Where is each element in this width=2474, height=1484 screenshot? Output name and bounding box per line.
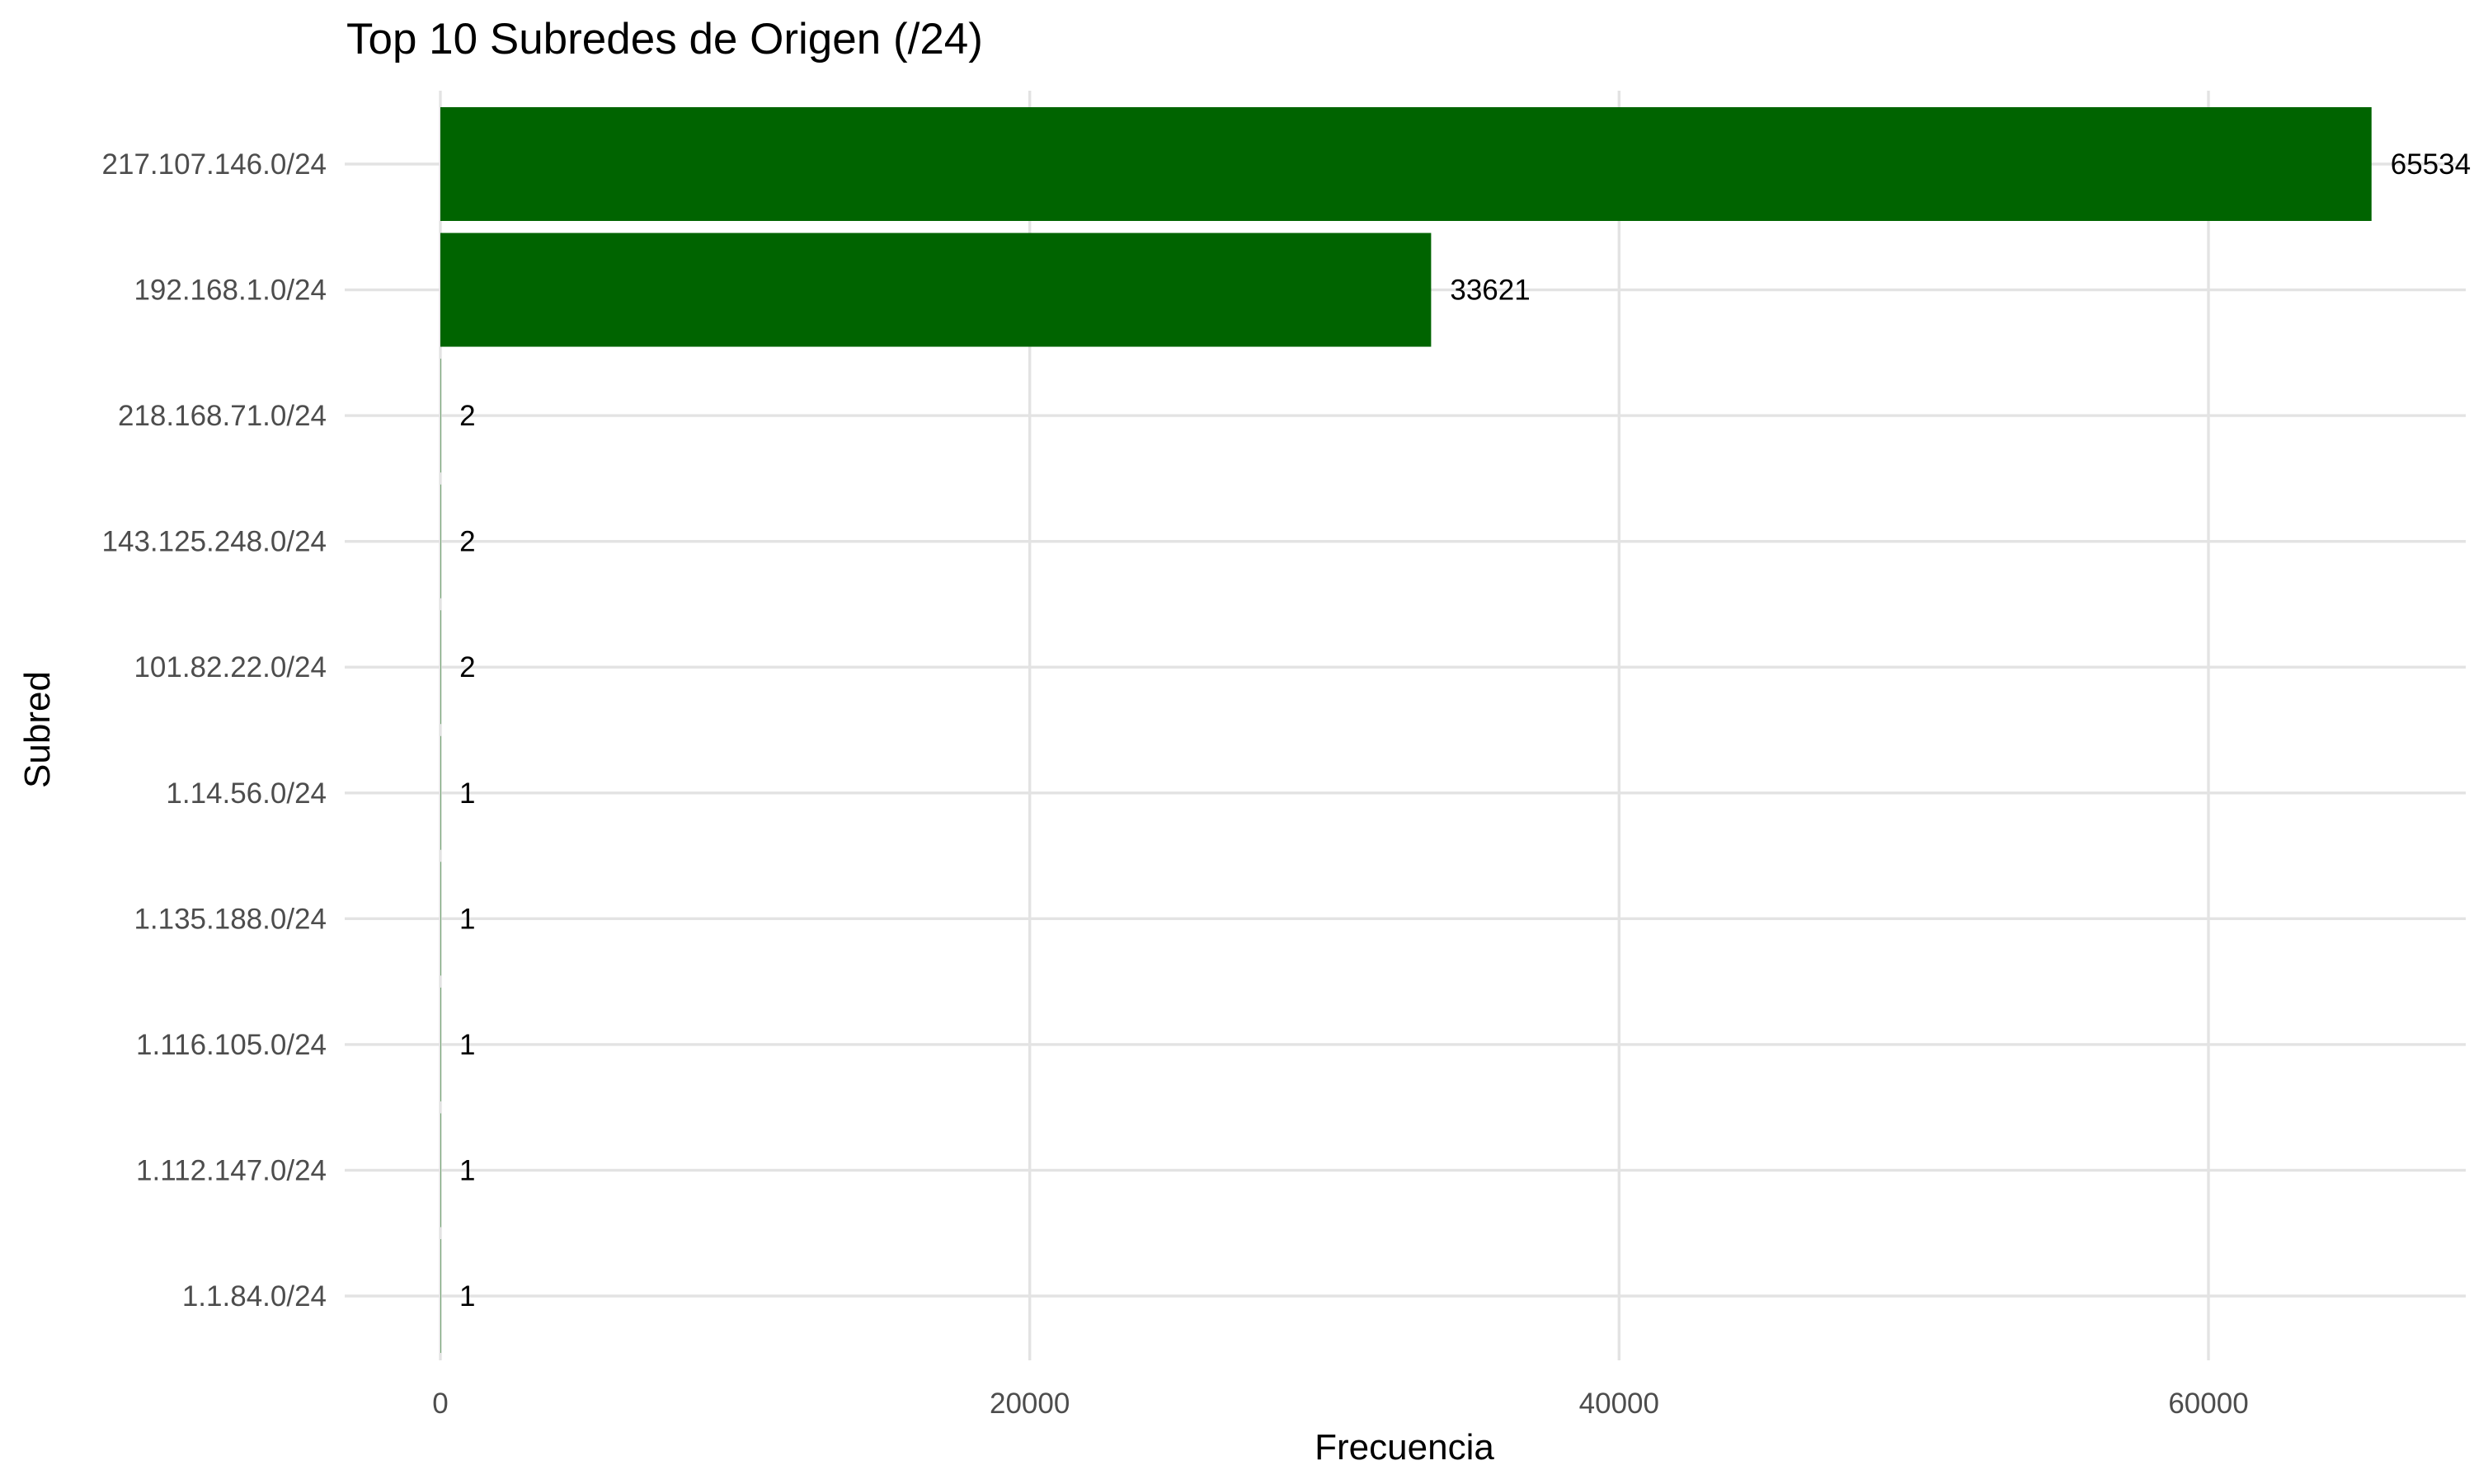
bar bbox=[440, 1239, 441, 1353]
y-tick-label: 217.107.146.0/24 bbox=[102, 148, 327, 181]
y-tick-label: 1.1.84.0/24 bbox=[182, 1280, 327, 1313]
bars: 65534 33621 2 2 2 1 1 1 1 1 bbox=[440, 107, 2471, 1353]
y-tick-label: 1.14.56.0/24 bbox=[166, 777, 327, 810]
x-axis-title: Frecuencia bbox=[1315, 1427, 1494, 1468]
y-axis-title: Subred bbox=[17, 671, 58, 788]
bar bbox=[440, 359, 441, 473]
bar-value-label: 33621 bbox=[1450, 275, 1530, 307]
y-tick-label: 192.168.1.0/24 bbox=[134, 275, 327, 307]
bar bbox=[440, 107, 2372, 221]
bar bbox=[440, 987, 441, 1101]
y-tick-label: 1.112.147.0/24 bbox=[136, 1154, 327, 1186]
y-tick-label: 143.125.248.0/24 bbox=[102, 526, 327, 558]
bar bbox=[440, 735, 441, 850]
bar-value-label: 1 bbox=[459, 1154, 475, 1186]
bar bbox=[440, 484, 441, 599]
bar-value-label: 1 bbox=[459, 1280, 475, 1313]
bar bbox=[440, 610, 441, 725]
bar-value-label: 1 bbox=[459, 777, 475, 810]
bar-value-label: 2 bbox=[459, 526, 475, 558]
y-tick-label: 1.116.105.0/24 bbox=[136, 1029, 327, 1061]
bar-value-label: 1 bbox=[459, 903, 475, 935]
bar-value-label: 2 bbox=[459, 400, 475, 432]
bar-value-label: 65534 bbox=[2391, 148, 2471, 181]
bar bbox=[440, 1113, 441, 1228]
x-tick-label: 20000 bbox=[990, 1388, 1070, 1420]
y-tick-label: 218.168.71.0/24 bbox=[118, 400, 327, 432]
plot-area: 65534 33621 2 2 2 1 1 1 1 1 bbox=[440, 107, 2471, 1353]
bar bbox=[440, 862, 441, 976]
y-tick-label: 101.82.22.0/24 bbox=[134, 651, 327, 683]
x-axis-ticks: 0 20000 40000 60000 bbox=[432, 1388, 2248, 1420]
y-tick-label: 1.135.188.0/24 bbox=[134, 903, 327, 935]
x-tick-label: 40000 bbox=[1579, 1388, 1659, 1420]
x-tick-label: 60000 bbox=[2168, 1388, 2248, 1420]
bar-value-label: 2 bbox=[459, 651, 475, 683]
chart-title: Top 10 Subredes de Origen (/24) bbox=[346, 15, 983, 63]
bar bbox=[440, 232, 1432, 347]
bar-value-label: 1 bbox=[459, 1029, 475, 1061]
y-axis-ticks: 217.107.146.0/24 192.168.1.0/24 218.168.71… bbox=[102, 148, 327, 1313]
x-tick-label: 0 bbox=[432, 1388, 448, 1420]
